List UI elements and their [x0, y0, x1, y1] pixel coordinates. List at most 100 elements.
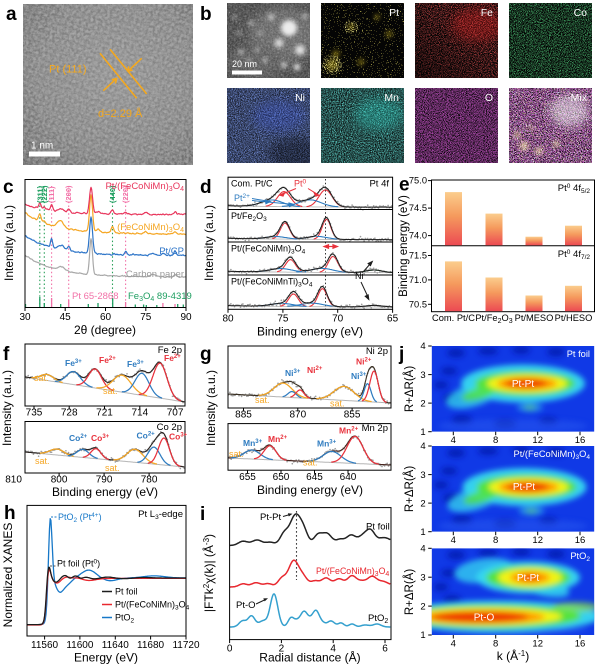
svg-text:c: c [3, 177, 14, 198]
svg-text:j: j [398, 344, 404, 365]
svg-text:74.0: 74.0 [409, 231, 427, 241]
svg-text:Co3+: Co3+ [169, 432, 188, 442]
svg-text:714: 714 [131, 408, 148, 419]
svg-text:sat.: sat. [103, 386, 118, 396]
svg-text:885: 885 [235, 410, 252, 421]
svg-text:Pt-O: Pt-O [474, 613, 495, 624]
svg-text:1: 1 [420, 527, 425, 538]
svg-text:45: 45 [60, 312, 72, 323]
svg-text:71.0: 71.0 [409, 275, 427, 285]
svg-text:11720: 11720 [172, 640, 200, 651]
svg-text:3: 3 [420, 470, 425, 481]
svg-text:Pt2+: Pt2+ [234, 193, 250, 203]
svg-text:(220): (220) [121, 185, 130, 203]
svg-text:b: b [200, 4, 212, 25]
svg-text:d=2.29 Å: d=2.29 Å [98, 107, 143, 120]
svg-text:Ni3+: Ni3+ [285, 368, 301, 378]
svg-text:Binding energy (eV): Binding energy (eV) [257, 325, 363, 339]
svg-text:Pt/Fe2O3: Pt/Fe2O3 [231, 211, 267, 223]
svg-text:Pt foil (Pt0): Pt foil (Pt0) [57, 559, 100, 569]
svg-text:Carbon paper: Carbon paper [126, 269, 184, 280]
svg-text:0: 0 [227, 644, 233, 655]
svg-text:O: O [485, 92, 493, 104]
svg-text:Binding energy (eV): Binding energy (eV) [257, 483, 363, 497]
svg-text:Pt 65-2868: Pt 65-2868 [72, 291, 118, 302]
svg-text:650: 650 [273, 472, 290, 483]
svg-text:Pt-Pt: Pt-Pt [260, 512, 281, 523]
svg-text:2θ (degree): 2θ (degree) [74, 323, 136, 337]
svg-text:sat.: sat. [229, 449, 244, 459]
svg-text:sat.: sat. [34, 373, 49, 383]
svg-text:60: 60 [100, 312, 112, 323]
svg-text:90: 90 [180, 312, 192, 323]
svg-text:721: 721 [96, 408, 113, 419]
svg-text:Co 2p: Co 2p [157, 422, 182, 433]
svg-text:Ni: Ni [355, 271, 364, 281]
svg-text:16: 16 [575, 435, 586, 446]
svg-text:780: 780 [141, 475, 158, 486]
svg-text:i: i [200, 504, 205, 525]
svg-text:Co2+: Co2+ [137, 431, 156, 441]
svg-text:870: 870 [289, 410, 306, 421]
svg-text:1 nm: 1 nm [31, 141, 53, 152]
svg-text:g: g [200, 344, 212, 365]
svg-text:Binding energy (eV): Binding energy (eV) [398, 195, 410, 297]
svg-text:(222): (222) [40, 185, 49, 203]
svg-text:PtO2: PtO2 [115, 613, 135, 625]
svg-text:PtO2: PtO2 [570, 551, 590, 563]
svg-text:2: 2 [420, 601, 425, 612]
svg-text:PtO2: PtO2 [368, 613, 388, 625]
svg-text:12: 12 [532, 535, 543, 546]
svg-text:8: 8 [493, 639, 498, 650]
svg-text:Pt/Fe2O3: Pt/Fe2O3 [475, 313, 512, 325]
svg-text:Co3+: Co3+ [91, 433, 110, 443]
svg-text:Ni 2p: Ni 2p [366, 346, 388, 357]
svg-text:70: 70 [332, 314, 344, 325]
svg-text:Energy (eV): Energy (eV) [74, 651, 138, 665]
svg-text:Pt foil: Pt foil [567, 349, 590, 359]
svg-text:|FTk2χ(k)| (Å-3): |FTk2χ(k)| (Å-3) [201, 534, 216, 612]
svg-text:Pt/CP: Pt/CP [159, 246, 184, 257]
svg-text:4: 4 [330, 644, 336, 655]
svg-text:20 nm: 20 nm [232, 59, 257, 69]
svg-text:Mn2+: Mn2+ [339, 426, 359, 436]
svg-text:PtO2 (Pt4+): PtO2 (Pt4+) [58, 512, 102, 524]
svg-text:Ni: Ni [295, 92, 305, 104]
svg-text:Intensity (a.u.): Intensity (a.u.) [202, 205, 216, 281]
svg-text:4: 4 [420, 544, 425, 555]
svg-text:sat.: sat. [105, 463, 120, 473]
svg-text:4: 4 [451, 535, 456, 546]
svg-text:Intensity (a.u.): Intensity (a.u.) [204, 370, 218, 446]
svg-text:Pt/(FeCoNiMn)3O4: Pt/(FeCoNiMn)3O4 [514, 449, 591, 461]
svg-text:(111): (111) [47, 186, 56, 203]
svg-text:f: f [3, 344, 10, 365]
svg-text:Mix: Mix [571, 92, 588, 104]
svg-text:11680: 11680 [137, 640, 165, 651]
svg-text:sat.: sat. [330, 399, 345, 409]
svg-text:8: 8 [493, 435, 498, 446]
svg-text:2: 2 [279, 644, 285, 655]
svg-text:Pt-Pt: Pt-Pt [513, 482, 535, 493]
svg-text:Pt/HESO: Pt/HESO [555, 313, 593, 323]
svg-text:(FeCoNiMn)3O4: (FeCoNiMn)3O4 [117, 222, 184, 234]
svg-text:Radial distance (Å): Radial distance (Å) [259, 650, 360, 665]
svg-text:h: h [4, 503, 16, 524]
svg-text:75: 75 [140, 312, 152, 323]
svg-text:Mn 2p: Mn 2p [362, 423, 388, 434]
svg-text:Binding energy (eV): Binding energy (eV) [52, 485, 158, 499]
svg-text:3: 3 [420, 572, 425, 583]
svg-text:Fe3O4 89-4319: Fe3O4 89-4319 [128, 291, 192, 303]
svg-text:16: 16 [575, 639, 586, 650]
svg-text:810: 810 [5, 475, 22, 486]
svg-text:855: 855 [344, 410, 361, 421]
svg-text:640: 640 [340, 472, 357, 483]
svg-text:Pt: Pt [389, 7, 399, 19]
svg-text:790: 790 [96, 475, 113, 486]
svg-text:707: 707 [167, 408, 184, 419]
svg-text:11600: 11600 [66, 640, 94, 651]
svg-text:4: 4 [420, 441, 425, 452]
svg-text:(440): (440) [108, 185, 117, 203]
svg-text:80: 80 [222, 314, 234, 325]
svg-text:Fe: Fe [481, 7, 493, 19]
svg-text:735: 735 [26, 408, 43, 419]
